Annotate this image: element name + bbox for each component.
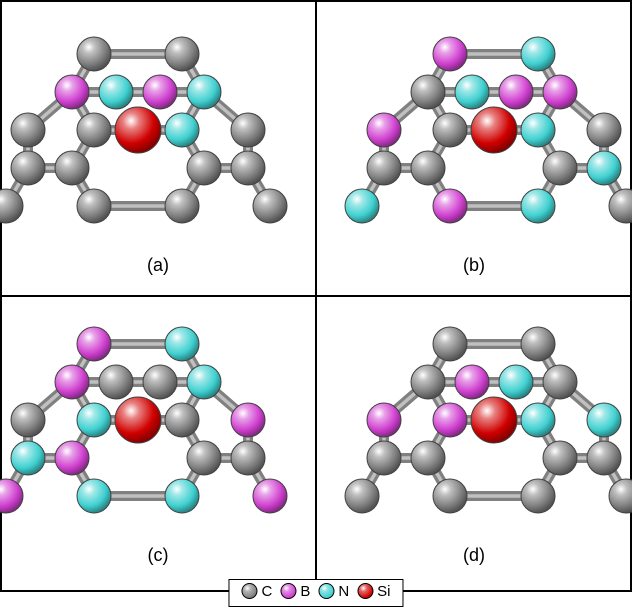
atom-b — [143, 75, 177, 109]
atom-si — [471, 107, 517, 153]
atom-c — [187, 151, 221, 185]
atom-b — [367, 113, 401, 147]
atom-n — [587, 403, 621, 437]
legend-item-b: B — [280, 583, 310, 600]
atom-b — [499, 75, 533, 109]
atom-c — [411, 151, 445, 185]
legend-label: N — [338, 583, 349, 600]
atom-n — [77, 479, 111, 513]
atom-c — [433, 479, 467, 513]
atom-n — [11, 441, 45, 475]
atom-n — [165, 479, 199, 513]
atom-si — [115, 397, 161, 443]
atom-c — [55, 151, 89, 185]
atom-b — [55, 75, 89, 109]
atom-c — [231, 151, 265, 185]
atom-b — [433, 37, 467, 71]
atom-n — [187, 365, 221, 399]
atom-n — [455, 75, 489, 109]
atom-n — [165, 113, 199, 147]
atom-c — [77, 113, 111, 147]
atom-c — [77, 189, 111, 223]
molecular-figure-svg — [0, 0, 632, 612]
legend-label: B — [300, 583, 310, 600]
atom-b — [55, 441, 89, 475]
atom-n — [521, 403, 555, 437]
atom-c — [433, 113, 467, 147]
atom-c — [165, 403, 199, 437]
element-legend: C B N Si — [228, 579, 403, 608]
atom-b — [433, 403, 467, 437]
atom-n — [187, 75, 221, 109]
atom-c — [11, 403, 45, 437]
atom-c — [253, 189, 287, 223]
atom-n — [587, 151, 621, 185]
legend-label: C — [261, 583, 272, 600]
atom-b — [367, 403, 401, 437]
atom-c — [411, 365, 445, 399]
atom-c — [99, 365, 133, 399]
n-swatch-icon — [318, 583, 334, 599]
legend-item-c: C — [241, 583, 272, 600]
legend-item-si: Si — [357, 583, 390, 600]
atom-c — [187, 441, 221, 475]
atom-c — [367, 441, 401, 475]
atom-n — [521, 113, 555, 147]
atom-c — [543, 441, 577, 475]
atom-c — [521, 479, 555, 513]
atom-c — [543, 151, 577, 185]
atom-b — [543, 75, 577, 109]
atom-b — [55, 365, 89, 399]
atom-c — [433, 327, 467, 361]
c-swatch-icon — [241, 583, 257, 599]
atom-n — [521, 189, 555, 223]
atom-c — [521, 327, 555, 361]
atom-c — [143, 365, 177, 399]
si-swatch-icon — [357, 583, 373, 599]
atom-c — [77, 37, 111, 71]
atom-c — [231, 441, 265, 475]
atom-b — [455, 365, 489, 399]
atom-n — [345, 189, 379, 223]
legend-item-n: N — [318, 583, 349, 600]
atom-c — [165, 189, 199, 223]
atom-n — [521, 37, 555, 71]
atom-b — [253, 479, 287, 513]
atom-c — [411, 75, 445, 109]
atom-c — [543, 365, 577, 399]
atom-b — [433, 189, 467, 223]
legend-label: Si — [377, 583, 390, 600]
atom-c — [11, 151, 45, 185]
atom-n — [99, 75, 133, 109]
atom-si — [471, 397, 517, 443]
atom-c — [367, 151, 401, 185]
figure-stage: (a)(b)(c)(d) CBNSi — [0, 0, 632, 612]
atom-si — [115, 107, 161, 153]
atom-c — [411, 441, 445, 475]
atom-c — [587, 441, 621, 475]
b-swatch-icon — [280, 583, 296, 599]
atom-n — [499, 365, 533, 399]
atom-b — [231, 403, 265, 437]
atom-c — [345, 479, 379, 513]
atom-c — [587, 113, 621, 147]
atom-b — [77, 327, 111, 361]
atom-n — [165, 327, 199, 361]
atom-n — [77, 403, 111, 437]
atom-c — [11, 113, 45, 147]
atom-c — [165, 37, 199, 71]
atom-c — [231, 113, 265, 147]
